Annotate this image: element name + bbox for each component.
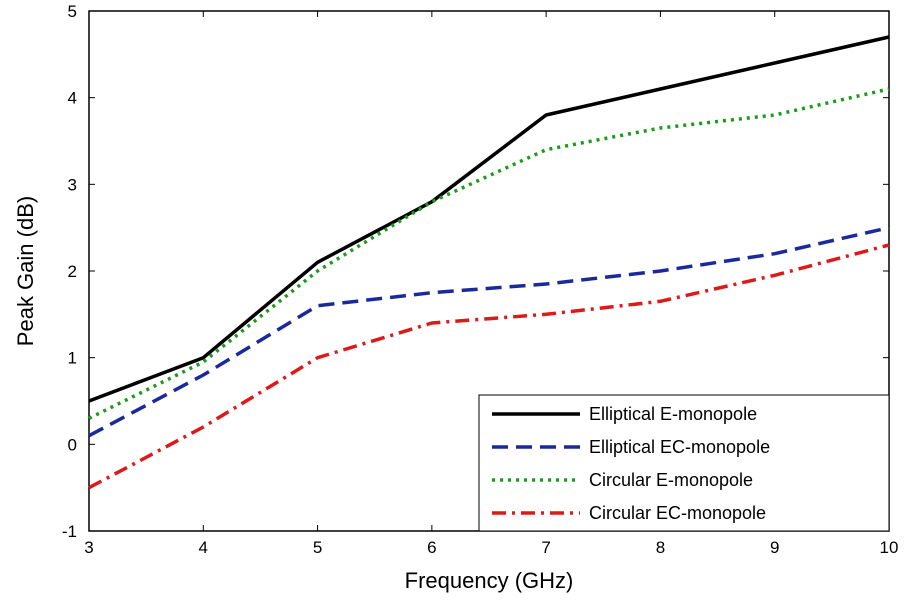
y-tick-label: 0 [68,435,77,454]
x-tick-label: 8 [656,538,665,557]
x-tick-label: 4 [199,538,208,557]
x-tick-label: 5 [313,538,322,557]
legend-label-3: Circular E-monopole [589,470,753,490]
x-tick-label: 9 [770,538,779,557]
series-line-3 [88,87,890,420]
legend-label-1: Elliptical E-monopole [589,404,757,424]
y-tick-label: -1 [62,522,77,541]
series-line-4 [88,243,890,490]
legend-label-2: Elliptical EC-monopole [589,437,770,457]
legend-box [478,394,890,532]
y-tick-label: 2 [68,262,77,281]
series-line-2 [88,225,890,438]
ticks: 3 4 5 6 7 8 9 10 -1 0 1 2 3 4 5 [62,2,899,557]
x-axis-label: Frequency (GHz) [405,568,574,593]
x-tick-label: 10 [880,538,899,557]
x-tick-label: 7 [541,538,550,557]
y-axis-label: Peak Gain (dB) [13,196,38,346]
y-tick-label: 1 [68,349,77,368]
y-tick-label: 5 [68,2,77,21]
legend: Elliptical E-monopole Elliptical EC-monop… [478,394,890,532]
series-line-1 [88,35,890,403]
x-tick-label: 3 [84,538,93,557]
x-tick-label: 6 [427,538,436,557]
legend-label-4: Circular EC-monopole [589,503,766,523]
y-tick-label: 4 [68,89,77,108]
series-lines [88,35,890,490]
y-tick-label: 3 [68,175,77,194]
